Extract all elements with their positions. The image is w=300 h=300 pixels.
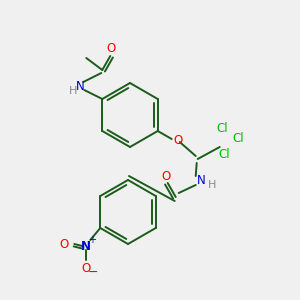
Text: N: N xyxy=(76,80,85,92)
Text: O: O xyxy=(107,43,116,56)
Text: O: O xyxy=(82,262,91,275)
Text: +: + xyxy=(88,235,96,245)
Text: H: H xyxy=(69,86,77,96)
Text: O: O xyxy=(173,134,182,146)
Text: O: O xyxy=(161,169,170,182)
Text: N: N xyxy=(81,239,91,253)
Text: N: N xyxy=(197,175,206,188)
Text: −: − xyxy=(88,266,98,278)
Text: H: H xyxy=(208,180,216,190)
Text: Cl: Cl xyxy=(216,122,227,136)
Text: O: O xyxy=(60,238,69,250)
Text: Cl: Cl xyxy=(218,148,230,161)
Text: Cl: Cl xyxy=(232,133,244,146)
